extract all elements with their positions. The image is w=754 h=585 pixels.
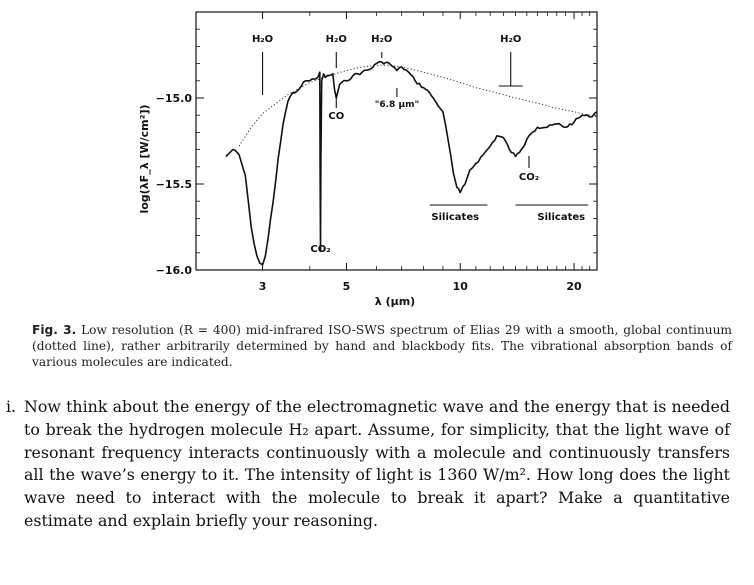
plot-frame bbox=[195, 11, 598, 271]
x-tick-label: 3 bbox=[259, 280, 267, 293]
annotation-label: H₂O bbox=[500, 34, 521, 45]
x-tick-label: 20 bbox=[566, 280, 582, 293]
spectrum-chart: 3 5 10 20 −15.0 −15.5 −16.0 H₂O H₂O H₂O H₂O CO "6.8… bbox=[138, 11, 598, 308]
y-axis-label: log(λF_λ [W/cm²]) bbox=[138, 104, 151, 213]
annotation-label: H₂O bbox=[252, 34, 273, 45]
x-tick-label: 5 bbox=[343, 280, 351, 293]
annotation-label: Silicates bbox=[537, 212, 585, 223]
x-tick-label: 10 bbox=[453, 280, 469, 293]
tick-labels: 3 5 10 20 −15.0 −15.5 −16.0 bbox=[156, 92, 582, 293]
spectrum-figure: 3 5 10 20 −15.0 −15.5 −16.0 H₂O H₂O H₂O H₂O CO "6.8… bbox=[138, 11, 598, 308]
annotation-label: H₂O bbox=[371, 34, 392, 45]
band-annotations: H₂O H₂O H₂O H₂O CO "6.8 μm" CO₂ CO₂ Silicates Sil… bbox=[252, 34, 589, 255]
caption-label: Fig. 3. bbox=[32, 323, 77, 337]
spectrum-line bbox=[225, 60, 598, 266]
question-text: Now think about the energy of the electr… bbox=[24, 397, 730, 530]
annotation-label: Silicates bbox=[431, 212, 479, 223]
y-tick-label: −15.5 bbox=[156, 178, 192, 191]
annotation-label: CO₂ bbox=[310, 244, 330, 255]
annotation-label: CO₂ bbox=[519, 172, 539, 183]
y-tick-label: −15.0 bbox=[156, 92, 193, 105]
y-tick-label: −16.0 bbox=[156, 264, 193, 277]
annotation-label: "6.8 μm" bbox=[375, 100, 419, 110]
annotation-label: CO bbox=[328, 111, 344, 122]
axis-ticks bbox=[196, 12, 597, 271]
annotation-label: H₂O bbox=[326, 34, 347, 45]
caption-text: Low resolution (R = 400) mid-infrared IS… bbox=[32, 323, 732, 369]
question-number: i. bbox=[6, 397, 17, 416]
question-block: i. Now think about the energy of the ele… bbox=[0, 396, 730, 533]
x-axis-label: λ (μm) bbox=[375, 295, 415, 308]
figure-caption: Fig. 3. Low resolution (R = 400) mid-inf… bbox=[32, 322, 732, 370]
